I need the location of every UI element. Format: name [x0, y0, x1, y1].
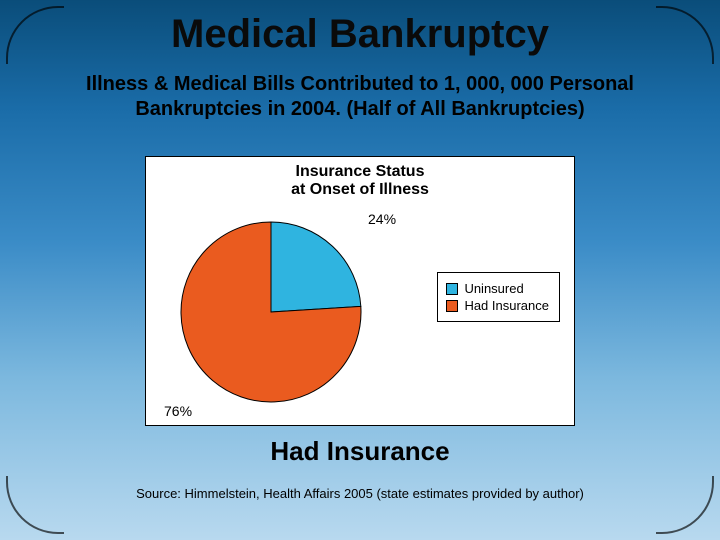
legend-swatch [446, 283, 458, 295]
slice-label-had-insurance: 76% [164, 403, 192, 419]
legend-item: Uninsured [446, 281, 549, 296]
legend-label: Had Insurance [464, 298, 549, 313]
slice-label-uninsured: 24% [368, 211, 396, 227]
page-subtitle: Illness & Medical Bills Contributed to 1… [30, 72, 690, 122]
page-title: Medical Bankruptcy [0, 12, 720, 57]
corner-decoration [6, 476, 64, 534]
pie-svg [176, 217, 366, 407]
footer-label: Had Insurance [0, 436, 720, 467]
chart-container: Insurance Statusat Onset of Illness 24% … [145, 156, 575, 426]
corner-decoration [656, 476, 714, 534]
chart-title: Insurance Statusat Onset of Illness [146, 163, 574, 200]
chart-legend: Uninsured Had Insurance [437, 272, 560, 322]
pie-chart [176, 217, 366, 407]
pie-slice [271, 222, 361, 312]
legend-item: Had Insurance [446, 298, 549, 313]
legend-swatch [446, 300, 458, 312]
slide: Medical Bankruptcy Illness & Medical Bil… [0, 0, 720, 540]
legend-label: Uninsured [464, 281, 523, 296]
source-citation: Source: Himmelstein, Health Affairs 2005… [0, 486, 720, 501]
